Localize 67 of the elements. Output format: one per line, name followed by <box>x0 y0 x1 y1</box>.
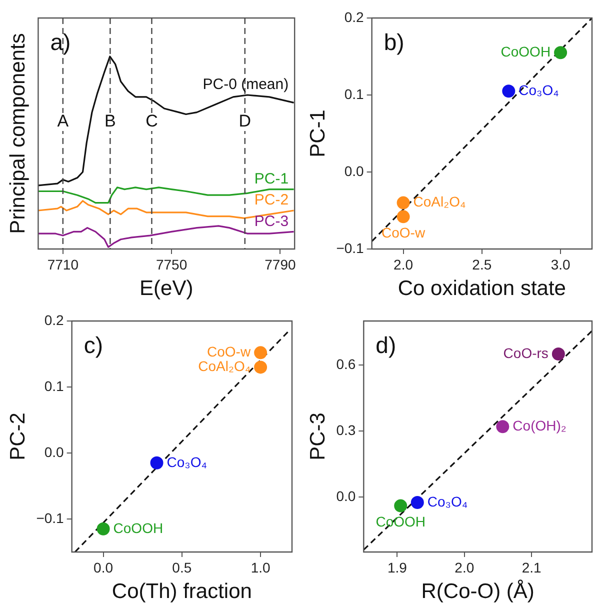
y-axis-title: PC-3 <box>306 412 330 460</box>
y-tick-label: −0.1 <box>36 510 64 526</box>
annotation: b) <box>384 28 404 55</box>
y-axis-title: Principal components <box>6 33 30 234</box>
annotation: c) <box>84 332 104 358</box>
x-tick-label: 7750 <box>156 256 188 272</box>
point <box>394 499 408 512</box>
series-label: CoO-rs <box>503 344 548 361</box>
x-axis-title: Co(Th) fraction <box>112 580 252 604</box>
y-tick-label: 0.1 <box>344 86 364 102</box>
series-label: CoO-w <box>206 344 252 360</box>
series-label: CoAl₂O₄ <box>413 194 466 210</box>
y-tick-label: 0.0 <box>44 444 64 460</box>
point <box>554 46 568 60</box>
x-tick-label: 0.0 <box>94 559 114 576</box>
ref-line-label: D <box>238 112 252 131</box>
series-label: PC-1 <box>254 170 289 188</box>
point <box>254 346 268 360</box>
series-label: PC-3 <box>254 212 289 230</box>
x-axis-title: Co oxidation state <box>398 277 566 300</box>
x-tick-label: 1.0 <box>250 559 270 576</box>
x-tick-label: 2.0 <box>454 559 474 576</box>
x-axis-title: R(Co-O) (Å) <box>421 579 534 604</box>
x-tick-label: 2.0 <box>394 256 414 272</box>
ref-line-label: B <box>104 112 116 131</box>
x-tick-label: 7710 <box>47 256 79 272</box>
text: a) <box>50 28 71 55</box>
series-label: Co₃O₄ <box>166 454 208 470</box>
x-tick-label: 3.0 <box>550 256 570 272</box>
y-tick-label: 0.0 <box>336 488 356 504</box>
point <box>150 456 164 470</box>
y-axis-title: PC-1 <box>306 110 330 158</box>
point <box>396 210 410 224</box>
series-label: CoOOH <box>113 520 164 536</box>
ref-line-label: A <box>57 112 70 131</box>
y-tick-label: 0.3 <box>336 422 356 438</box>
series-label: PC-2 <box>254 192 289 209</box>
point <box>496 420 510 434</box>
series-label: PC-0 (mean) <box>202 76 289 94</box>
point <box>552 348 565 360</box>
series-label: Co(OH)₂ <box>512 417 566 434</box>
series-label: CoOOH <box>376 514 426 530</box>
point <box>254 360 268 374</box>
y-tick-label: 0.2 <box>344 8 364 25</box>
series-label: CoOOH <box>500 44 551 60</box>
series-label: CoO-w <box>382 224 426 241</box>
y-tick-label: 0.6 <box>336 356 356 372</box>
ref-line-label: C <box>146 112 158 131</box>
point <box>96 522 110 536</box>
series-label: Co₃O₄ <box>518 82 560 98</box>
y-tick-label: −0.1 <box>336 240 364 256</box>
x-axis-title: E(eV) <box>140 277 194 300</box>
series-label: CoAl₂O₄ <box>198 358 251 374</box>
point <box>410 496 424 509</box>
y-tick-label: 0.0 <box>344 162 364 179</box>
point <box>396 196 410 210</box>
annotation: d) <box>376 332 396 358</box>
y-tick-label: 0.2 <box>44 312 64 328</box>
x-tick-label: 0.5 <box>172 559 192 576</box>
y-tick-label: 0.1 <box>44 378 64 394</box>
x-tick-label: 2.5 <box>472 256 492 272</box>
series-label: Co₃O₄ <box>427 493 468 510</box>
point <box>502 84 516 98</box>
x-tick-label: 2.1 <box>522 559 542 576</box>
x-tick-label: 7790 <box>264 256 296 272</box>
y-axis-title: PC-2 <box>6 412 30 460</box>
x-tick-label: 1.9 <box>388 559 408 576</box>
